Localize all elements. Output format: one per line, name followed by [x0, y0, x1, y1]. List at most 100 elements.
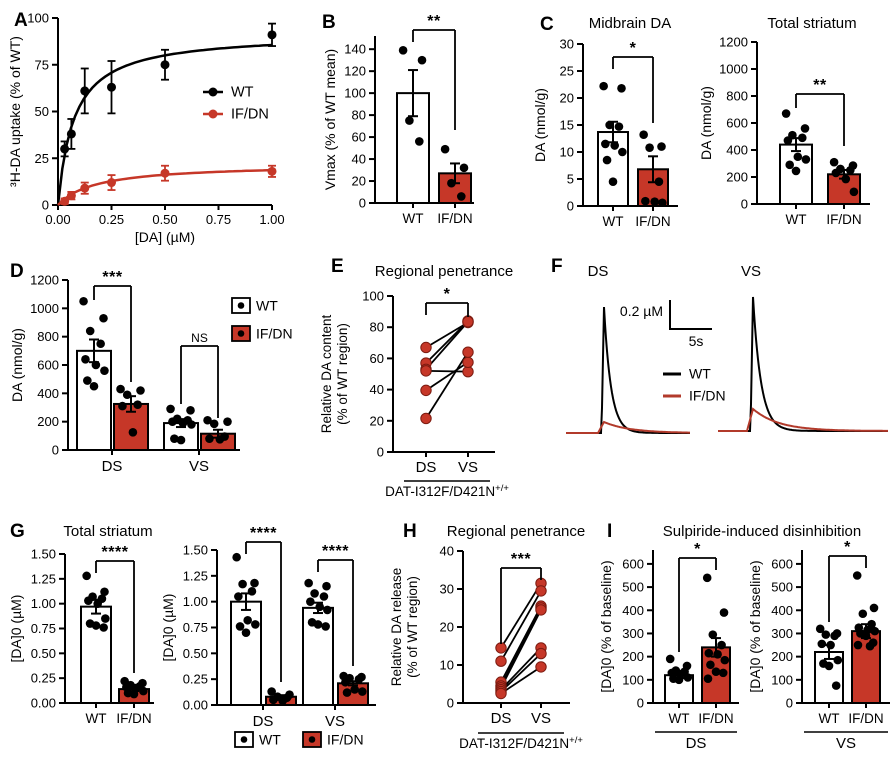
- data-point: [215, 435, 225, 444]
- y-tick-label: 100: [622, 672, 644, 687]
- y-tick-label: 1.00: [183, 594, 208, 609]
- y-tick-label: 300: [622, 626, 644, 641]
- x-group-label: DS: [686, 735, 707, 752]
- chart-e: 0 20 40 60 80 100 Relative DA content (% of WT …: [319, 286, 509, 499]
- pair-line: [425, 320, 469, 364]
- pair-line: [425, 361, 469, 392]
- sig-label: NS: [191, 331, 208, 345]
- y-tick-label: 30: [440, 582, 454, 597]
- y-tick-label: 0.25: [31, 671, 56, 686]
- x-group-label: VS: [836, 735, 856, 752]
- data-point: [535, 585, 547, 597]
- trace-ifdn-ds: [566, 420, 690, 434]
- data-point: [82, 571, 91, 581]
- data-point: [495, 687, 507, 700]
- y-tick-label: 15: [560, 118, 574, 133]
- sig-label: **: [813, 77, 827, 94]
- chart-b: 0 20 40 60 80 100 120 140 Vmax (% of WT mean) WT I…: [322, 13, 474, 226]
- sig-label: ***: [102, 269, 122, 286]
- data-point: [605, 120, 614, 130]
- data-point: [323, 605, 332, 615]
- data-point: [846, 165, 855, 175]
- data-point: [719, 608, 729, 617]
- data-point: [79, 296, 88, 306]
- y-tick-label: 10: [440, 658, 454, 673]
- y-tick-label: 600: [771, 556, 793, 571]
- data-point: [614, 122, 624, 131]
- points-if-dn: [120, 676, 148, 699]
- chart-g2: 0.00 0.25 0.50 0.75 1.00 1.25 1.50 [DA]0 (µM) DS…: [160, 525, 376, 748]
- legend-label: WT: [256, 298, 278, 314]
- data-point: [535, 647, 547, 660]
- data-point: [243, 615, 252, 625]
- data-point: [136, 386, 145, 395]
- data-point: [858, 609, 868, 619]
- chart-i2: 0 100 200 300 400 500 600 [DA]0 (% of baseline)…: [747, 539, 890, 752]
- y-tick-label: 400: [37, 386, 59, 401]
- y-tick-label: 400: [726, 143, 748, 158]
- data-point: [870, 626, 880, 636]
- y-tick-label: 0: [42, 198, 49, 213]
- data-point: [462, 346, 474, 358]
- x-category-label: WT: [669, 711, 690, 726]
- chart-c1: 0 5 10 15 20 25 30 DA (nmol/g) WT IF/DN *: [532, 37, 678, 229]
- points-wt: [82, 571, 110, 632]
- data-point: [93, 599, 102, 608]
- trace-wt-ds: [566, 306, 690, 434]
- y-tick-label: 0: [359, 196, 366, 211]
- data-point: [223, 417, 232, 426]
- y-axis-label: [DA]0 (% of baseline): [598, 560, 614, 692]
- y-tick-label: 1.25: [183, 568, 208, 583]
- y-tick-label: 80: [370, 320, 384, 335]
- data-point: [674, 675, 684, 685]
- data-point: [420, 384, 432, 397]
- y-tick-label: 20: [370, 413, 384, 428]
- group-label: VS: [325, 713, 345, 730]
- y-tick-label: 5: [567, 172, 574, 187]
- data-point: [313, 620, 323, 629]
- y-tick-label: 200: [726, 170, 748, 185]
- data-point: [861, 631, 871, 641]
- data-point: [322, 581, 331, 591]
- y-tick-label: 0: [377, 445, 384, 460]
- data-point: [100, 366, 109, 375]
- y-axis-label-line2: (% of WT region): [405, 576, 420, 678]
- data-point: [84, 596, 93, 605]
- x-tick-label: 1.00: [259, 212, 284, 227]
- data-point: [96, 339, 105, 349]
- chart-h: 0 10 20 30 40 Relative DA release (% of WT reg…: [389, 544, 583, 752]
- legend-swatch-dot: [240, 736, 248, 743]
- chart-title-regional-penetrance-h: Regional penetrance: [447, 523, 585, 540]
- data-point: [85, 326, 95, 336]
- points-if-dn: [829, 157, 859, 197]
- x-category-label: WT: [603, 214, 624, 229]
- data-point: [798, 133, 807, 143]
- legend-label: WT: [231, 85, 254, 101]
- data-point: [815, 624, 825, 634]
- y-tick-label: 1200: [719, 35, 748, 50]
- y-tick-label: 140: [344, 42, 366, 57]
- y-tick-label: 20: [440, 620, 454, 635]
- y-tick-label: 60: [370, 351, 384, 366]
- data-point: [66, 129, 76, 139]
- legend-label: WT: [689, 366, 711, 382]
- points-wt: [665, 654, 693, 685]
- data-point: [462, 316, 474, 328]
- data-point: [801, 155, 811, 164]
- panel-letter-i: I: [607, 521, 612, 542]
- x-category-label: WT: [819, 711, 840, 726]
- x-group-label: DAT-I312F/D421N+/+: [459, 735, 583, 751]
- x-tick-label: 0.50: [152, 212, 177, 227]
- data-point: [118, 401, 127, 411]
- y-tick-label: 40: [370, 382, 384, 397]
- y-tick-label: 200: [771, 649, 793, 664]
- y-axis-label: DA (nmol/g): [698, 86, 714, 160]
- data-point: [267, 30, 277, 40]
- sig-label: ****: [250, 525, 277, 542]
- y-tick-label: 80: [352, 108, 366, 123]
- points-wt: [815, 624, 843, 690]
- data-point: [341, 677, 350, 687]
- y-tick-label: 100: [771, 672, 793, 687]
